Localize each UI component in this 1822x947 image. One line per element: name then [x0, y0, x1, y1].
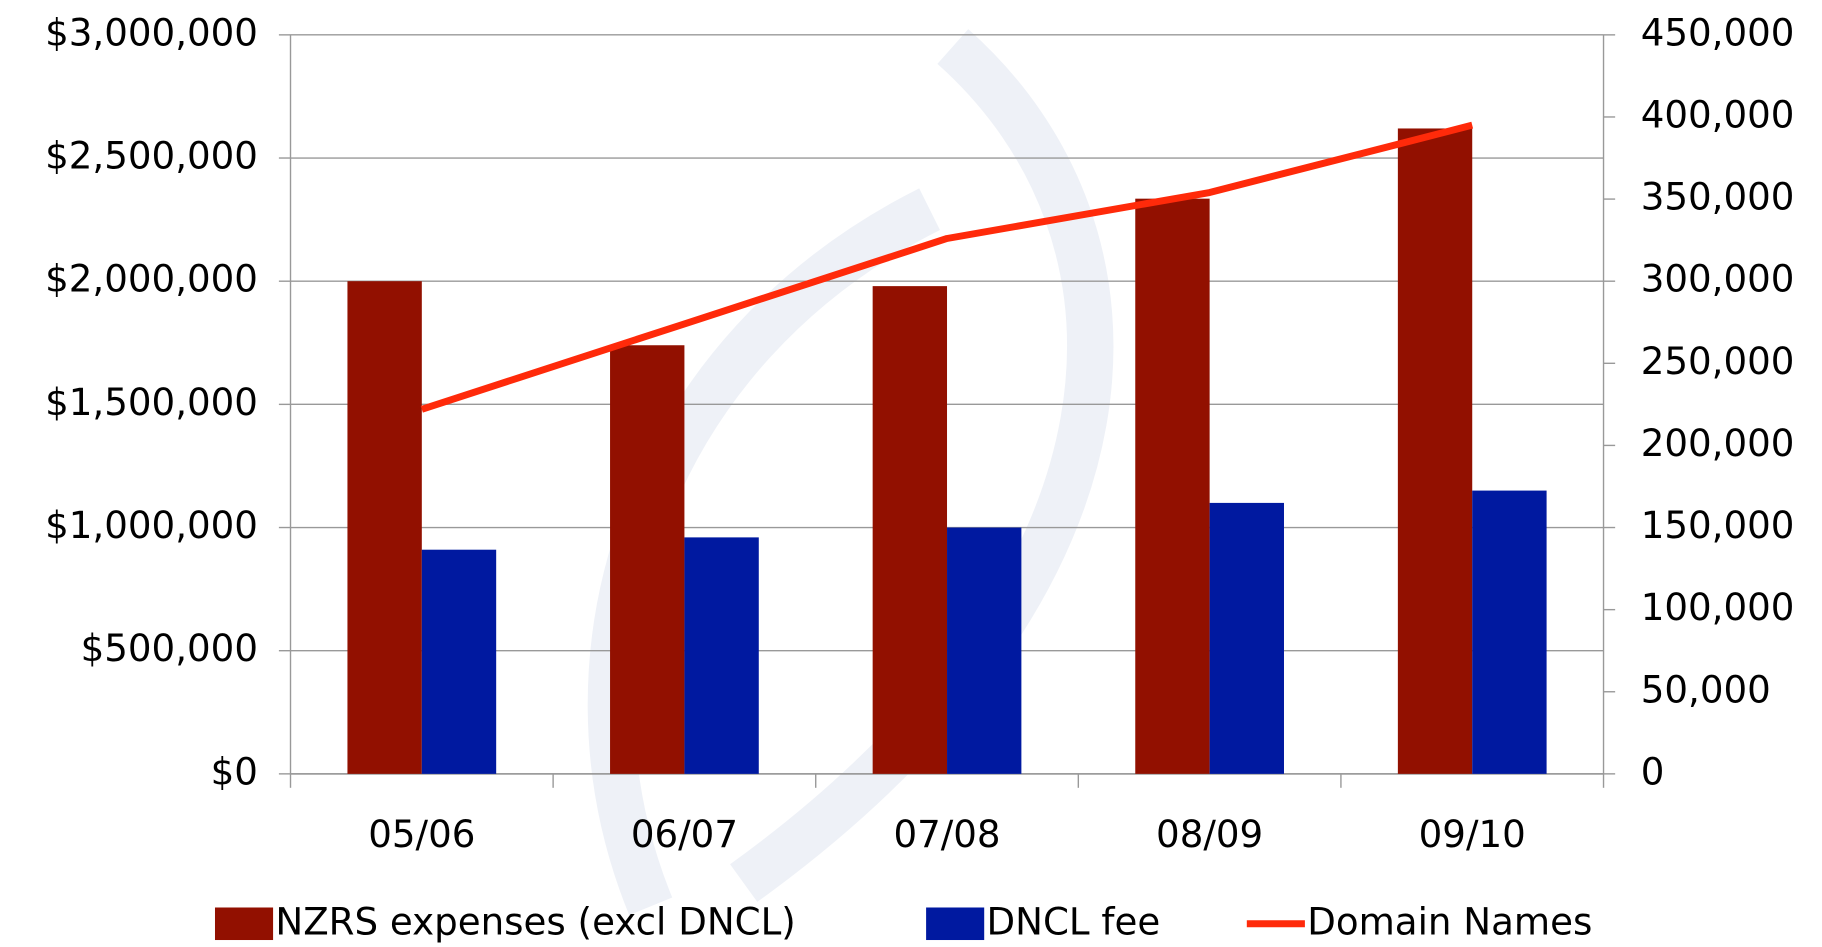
x-tick-label: 05/06 [368, 812, 475, 856]
x-tick-label: 09/10 [1419, 812, 1526, 856]
y2-tick-label: 450,000 [1641, 10, 1795, 54]
y-tick-label: $2,000,000 [45, 257, 258, 301]
y-tick-label: $1,000,000 [45, 503, 258, 547]
y-tick-label: $500,000 [81, 626, 258, 670]
y-tick-label: $2,500,000 [45, 134, 258, 178]
y-tick-label: $0 [211, 749, 258, 793]
line [420, 121, 1474, 413]
y2-tick-label: 200,000 [1641, 421, 1795, 465]
y2-tick-label: 300,000 [1641, 257, 1795, 301]
y2-tick-label: 250,000 [1641, 339, 1795, 383]
bar [872, 286, 948, 774]
bar [1209, 502, 1284, 774]
y2-tick-label: 50,000 [1641, 667, 1771, 711]
legend-label: DNCL fee [987, 899, 1161, 943]
legend-swatch [926, 907, 985, 941]
x-tick-label: 06/07 [631, 812, 738, 856]
legend-label: NZRS expenses (excl DNCL) [275, 899, 795, 943]
y2-tick-label: 150,000 [1641, 503, 1795, 547]
x-tick-label: 08/09 [1156, 812, 1263, 856]
bar [347, 281, 422, 774]
x-tick-label: 07/08 [893, 812, 1000, 856]
bar [947, 527, 1022, 774]
bar [421, 549, 497, 774]
legend-label: Domain Names [1307, 899, 1592, 943]
y-tick-label: $1,500,000 [45, 380, 258, 424]
y2-tick-label: 100,000 [1641, 585, 1795, 629]
bar [1472, 490, 1547, 774]
y2-tick-label: 0 [1641, 749, 1665, 793]
y2-tick-label: 400,000 [1641, 92, 1795, 136]
bar [1397, 128, 1473, 774]
bar [610, 345, 685, 774]
bar [684, 537, 759, 774]
legend-swatch [214, 907, 274, 941]
y2-tick-label: 350,000 [1641, 175, 1795, 219]
y-tick-label: $3,000,000 [45, 10, 258, 54]
bar [1135, 198, 1210, 774]
